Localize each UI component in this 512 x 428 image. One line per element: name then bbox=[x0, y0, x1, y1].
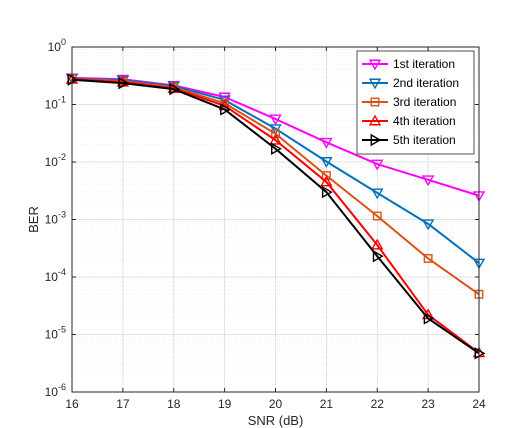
data-point bbox=[371, 238, 384, 250]
x-tick-label: 17 bbox=[116, 397, 130, 411]
data-point bbox=[372, 211, 382, 221]
x-axis-label: SNR (dB) bbox=[248, 413, 304, 428]
data-point bbox=[320, 137, 333, 149]
data-point bbox=[372, 249, 384, 263]
data-point bbox=[423, 312, 435, 325]
legend: 1st iteration 2nd iteration 3rd iteration 4… bbox=[356, 50, 475, 155]
x-tick-label: 20 bbox=[269, 397, 283, 411]
data-point bbox=[371, 188, 384, 200]
legend-label: 1st iteration bbox=[393, 57, 455, 71]
x-tick-label: 23 bbox=[421, 397, 435, 411]
legend-item: 1st iteration bbox=[362, 57, 455, 71]
x-tick-labels: 16 17 18 19 20 21 22 23 24 bbox=[65, 397, 486, 411]
y-axis-label: BER bbox=[26, 206, 41, 233]
data-point bbox=[321, 185, 333, 199]
series-line bbox=[71, 77, 480, 264]
legend-label: 2nd iteration bbox=[393, 76, 459, 90]
y-tick-label: 100 bbox=[48, 37, 66, 54]
x-tick-label: 21 bbox=[320, 397, 334, 411]
data-point bbox=[269, 114, 282, 126]
data-point bbox=[370, 133, 382, 147]
x-tick-label: 22 bbox=[371, 397, 385, 411]
y-tick-label: 10-5 bbox=[45, 325, 66, 342]
legend-label: 3rd iteration bbox=[393, 95, 456, 109]
data-point bbox=[474, 347, 486, 360]
data-point bbox=[370, 97, 380, 107]
x-tick-label: 19 bbox=[218, 397, 232, 411]
data-point bbox=[169, 82, 181, 96]
data-point bbox=[269, 124, 282, 136]
data-point bbox=[271, 142, 282, 155]
series-5 bbox=[67, 73, 486, 360]
data-point bbox=[421, 175, 435, 187]
y-tick-label: 10-6 bbox=[45, 382, 66, 399]
data-point bbox=[320, 157, 333, 168]
legend-item: 4th iteration bbox=[362, 114, 456, 128]
legend-label: 5th iteration bbox=[393, 133, 456, 147]
series-line bbox=[71, 78, 480, 355]
series-layer bbox=[65, 72, 486, 360]
x-tick-label: 16 bbox=[65, 397, 79, 411]
ticks-layer bbox=[71, 46, 480, 393]
data-point bbox=[269, 133, 282, 145]
legend-item: 2nd iteration bbox=[362, 76, 459, 90]
data-point bbox=[218, 92, 231, 104]
y-tick-label: 10-3 bbox=[45, 210, 66, 227]
data-point bbox=[220, 103, 232, 116]
y-tick-label: 10-2 bbox=[45, 152, 66, 169]
data-point bbox=[67, 73, 79, 86]
data-point bbox=[368, 59, 382, 71]
data-point bbox=[320, 175, 333, 187]
data-point bbox=[368, 78, 382, 90]
x-tick-label: 18 bbox=[167, 397, 181, 411]
data-point bbox=[321, 171, 331, 181]
data-point bbox=[118, 76, 130, 90]
x-tick-label: 24 bbox=[472, 397, 486, 411]
y-tick-label: 10-4 bbox=[45, 267, 66, 284]
legend-item: 5th iteration bbox=[362, 133, 456, 147]
data-point bbox=[371, 159, 384, 171]
data-point bbox=[421, 219, 435, 231]
legend-label: 4th iteration bbox=[393, 114, 456, 128]
data-point bbox=[271, 129, 280, 139]
data-point bbox=[218, 95, 231, 107]
legend-item: 3rd iteration bbox=[362, 95, 456, 109]
y-tick-label: 10-1 bbox=[45, 95, 66, 112]
data-point bbox=[423, 254, 433, 263]
y-tick-labels: 100 10-1 10-2 10-3 10-4 10-5 10-6 bbox=[45, 37, 66, 399]
data-point bbox=[368, 114, 382, 126]
